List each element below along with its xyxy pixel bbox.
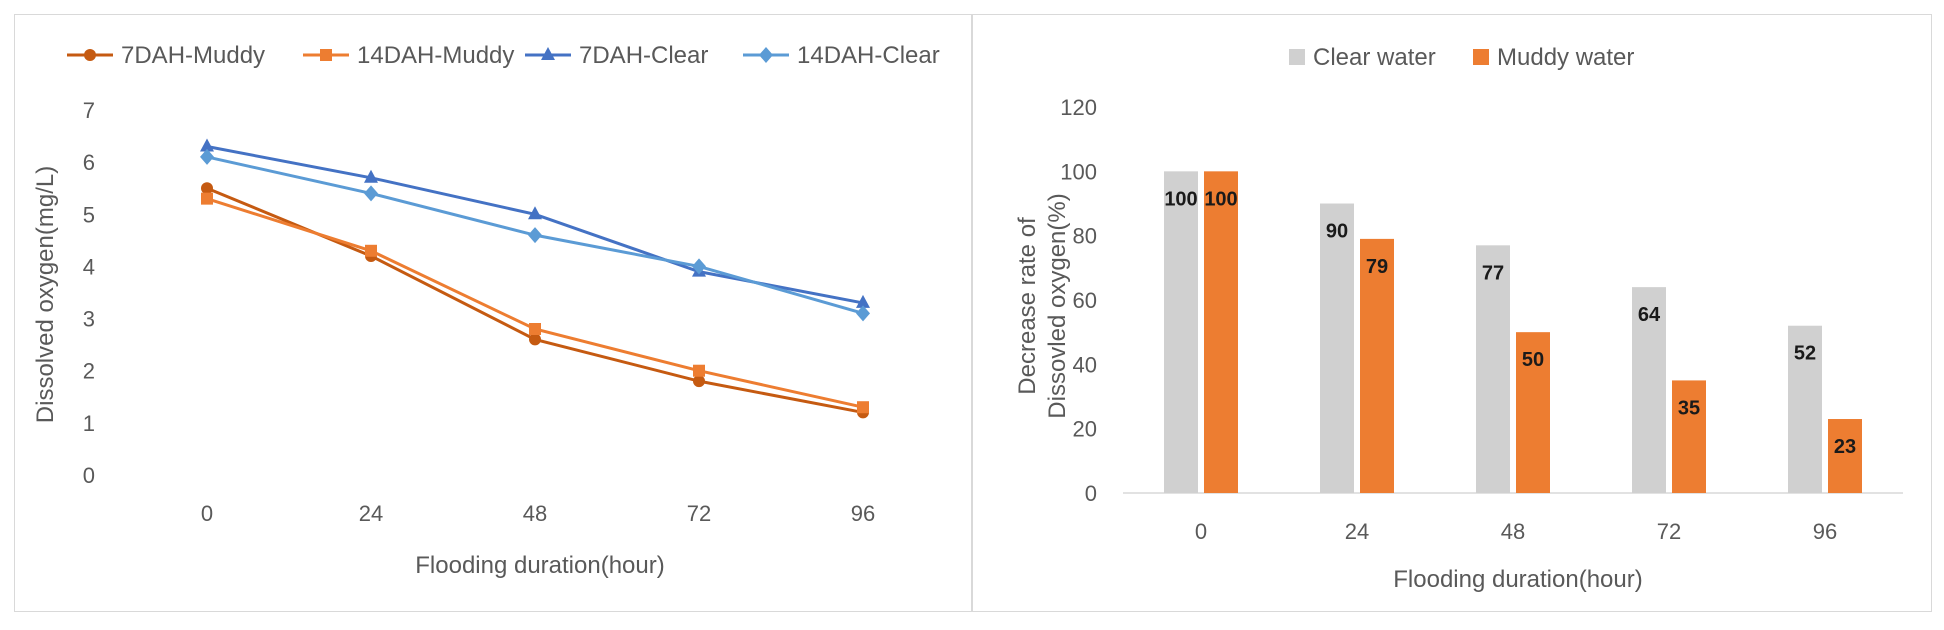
data-point [529, 333, 541, 346]
y-tick-label: 2 [83, 359, 95, 384]
x-tick-label: 48 [1501, 519, 1525, 544]
data-label: 100 [1164, 188, 1197, 210]
data-point [200, 148, 214, 165]
data-label: 35 [1678, 397, 1700, 419]
series-line [206, 145, 864, 305]
bar [1828, 419, 1862, 493]
y-tick-label: 100 [1060, 159, 1097, 184]
x-tick-label: 72 [687, 501, 711, 526]
data-point [529, 323, 541, 335]
bar [1788, 325, 1822, 493]
y-tick-label: 0 [1085, 481, 1097, 506]
bar [1164, 171, 1198, 494]
x-tick-label: 72 [1657, 519, 1681, 544]
y-tick-label: 120 [1060, 95, 1097, 120]
x-axis-title: Flooding duration(hour) [1393, 566, 1642, 593]
legend-marker [320, 49, 332, 61]
bar [1632, 287, 1666, 493]
data-point [365, 244, 377, 257]
bar-chart: 0 20 40 60 80 100 120 100 90 77 64 52 100 79 50 35 23 0 24… [1014, 44, 1903, 593]
line-chart-panel: 0 1 2 3 4 5 6 7 0 24 48 72 96 Flooding duration(hour)… [14, 14, 972, 612]
y-tick-label: 20 [1073, 417, 1097, 442]
y-axis-title-line2: Dissovled oxygen(%) [1044, 193, 1071, 418]
data-point [528, 227, 542, 244]
y-tick-label: 4 [83, 254, 95, 279]
bar [1516, 332, 1550, 493]
bar [1476, 245, 1510, 493]
legend-label: 14DAH-Muddy [357, 42, 514, 69]
y-tick-label: 60 [1073, 288, 1097, 313]
legend-label: 14DAH-Clear [797, 42, 940, 69]
legend-marker [541, 47, 555, 60]
legend-swatch [1289, 49, 1305, 65]
data-point [364, 185, 378, 202]
data-label: 90 [1326, 221, 1348, 243]
data-point [692, 258, 706, 275]
data-point [693, 364, 705, 377]
data-point [857, 401, 869, 414]
data-point [856, 294, 870, 308]
y-tick-label: 6 [83, 150, 95, 175]
x-tick-label: 96 [1813, 519, 1837, 544]
legend-marker [759, 47, 773, 63]
x-tick-label: 0 [201, 501, 213, 526]
y-tick-label: 5 [83, 202, 95, 227]
data-label: 100 [1204, 188, 1237, 210]
x-tick-label: 0 [1195, 519, 1207, 544]
bar [1204, 171, 1238, 494]
data-label: 64 [1638, 304, 1661, 326]
legend-marker [84, 49, 96, 61]
legend-label: 7DAH-Muddy [121, 42, 265, 69]
x-axis-title: Flooding duration(hour) [415, 552, 664, 579]
x-tick-label: 24 [359, 501, 383, 526]
data-label: 79 [1366, 256, 1388, 278]
bar-chart-panel: 0 20 40 60 80 100 120 100 90 77 64 52 100 79 50 35 23 0 24… [972, 14, 1932, 612]
x-tick-label: 96 [851, 501, 875, 526]
data-point [364, 169, 378, 183]
y-axis-title-line1: Decrease rate of [1014, 217, 1041, 395]
bar [1672, 380, 1706, 493]
y-tick-label: 1 [83, 411, 95, 436]
data-point [528, 206, 542, 220]
line-chart: 0 1 2 3 4 5 6 7 0 24 48 72 96 Flooding duration(hour)… [32, 42, 940, 579]
data-label: 52 [1794, 343, 1816, 365]
data-point [201, 192, 213, 205]
data-point [200, 138, 214, 152]
data-point [201, 182, 213, 195]
legend-label: Muddy water [1497, 44, 1634, 71]
data-point [693, 375, 705, 388]
y-tick-label: 80 [1073, 224, 1097, 249]
bar [1320, 203, 1354, 493]
y-axis-title: Dissolved oxygen(mg/L) [32, 166, 59, 423]
x-tick-label: 48 [523, 501, 547, 526]
bar [1360, 238, 1394, 493]
y-tick-label: 40 [1073, 352, 1097, 377]
y-tick-label: 0 [83, 463, 95, 488]
data-label: 50 [1522, 349, 1544, 371]
data-label: 77 [1482, 262, 1504, 284]
y-tick-label: 3 [83, 307, 95, 332]
legend-label: Clear water [1313, 44, 1436, 71]
y-tick-label: 7 [83, 98, 95, 123]
x-tick-label: 24 [1345, 519, 1369, 544]
data-point [856, 305, 870, 322]
data-label: 23 [1834, 436, 1856, 458]
legend-swatch [1473, 49, 1489, 65]
series-line [206, 186, 864, 414]
legend-label: 7DAH-Clear [579, 42, 708, 69]
